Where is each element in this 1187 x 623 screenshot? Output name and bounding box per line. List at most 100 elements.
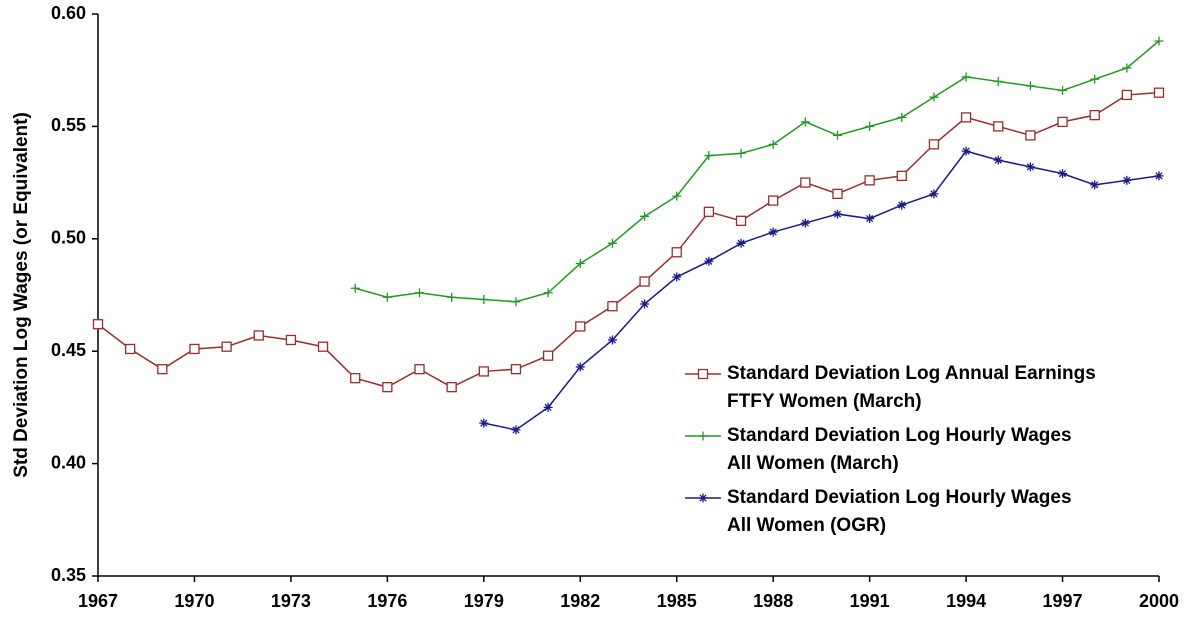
marker [800,177,811,188]
y-tick-label: 0.45 [51,340,86,360]
marker [607,238,617,248]
y-tick-label: 0.60 [51,3,86,23]
marker [189,343,200,355]
marker [1057,116,1068,128]
marker [698,431,708,441]
marker [897,112,907,122]
marker [993,76,1003,86]
marker [607,335,617,345]
x-tick-label: 1991 [850,591,890,611]
marker [125,343,136,355]
marker [447,292,457,302]
marker [1058,85,1068,95]
marker [961,146,971,156]
marker [703,206,715,217]
x-tick-label: 1982 [560,591,600,611]
marker [446,382,457,393]
marker [1025,130,1036,141]
marker [543,402,553,412]
legend: Standard Deviation Log Annual Earnings FT… [685,363,1096,536]
y-tick-label: 0.40 [51,452,86,472]
marker [639,276,650,287]
marker [960,112,972,123]
marker [800,218,810,228]
legend-label: Standard Deviation Log Hourly Wages All W… [727,425,1072,474]
marker [672,272,682,282]
marker [768,227,778,237]
marker [864,175,875,186]
marker [1122,175,1132,185]
marker [800,117,810,127]
marker [993,155,1003,165]
marker [865,121,875,131]
marker [832,130,842,140]
marker [672,191,682,201]
x-tick-label: 2000 [1139,591,1179,611]
series-line [97,91,1160,389]
marker [511,425,521,435]
legend-label: Standard Deviation Log Hourly Wages All W… [727,487,1072,536]
marker [1090,180,1100,190]
marker [832,188,843,199]
marker [993,121,1004,132]
marker [865,214,875,224]
x-tick-label: 1970 [174,591,214,611]
marker [575,259,585,269]
x-tick-label: 1997 [1043,591,1083,611]
marker [897,200,907,210]
marker [768,139,778,149]
marker [542,350,554,361]
marker [1058,169,1068,179]
marker [929,189,939,199]
marker [510,364,522,375]
marker [479,294,489,304]
marker [671,247,682,258]
marker [697,368,709,380]
marker [382,292,392,302]
marker [607,301,618,312]
marker [928,139,940,150]
marker [1090,74,1100,84]
marker [704,151,714,161]
marker [896,170,907,182]
marker [511,297,521,307]
marker [478,366,489,377]
marker [640,299,650,309]
marker [704,256,714,266]
marker [961,72,971,82]
x-tick-label: 1979 [464,591,504,611]
marker [414,364,425,375]
x-tick-label: 1967 [78,591,118,611]
x-tick-label: 1994 [946,591,986,611]
marker [543,288,553,298]
marker [1154,171,1164,181]
marker [1089,110,1100,121]
marker [157,364,168,375]
marker [832,209,842,219]
marker [285,334,297,346]
y-tick-label: 0.50 [51,228,86,248]
marker [479,418,489,428]
marker [317,341,329,352]
marker [1025,81,1035,91]
marker [92,319,104,330]
marker [735,215,747,226]
marker [698,493,708,503]
y-tick-label: 0.55 [51,115,86,135]
marker [1121,89,1132,101]
marker [415,288,425,298]
y-axis-label: Std Deviation Log Wages (or Equivalent) [11,112,32,478]
marker [736,148,746,158]
y-tick-label: 0.35 [51,565,86,585]
marker [736,238,746,248]
marker [768,195,779,206]
marker [1122,63,1132,73]
series-line [483,150,1160,431]
marker [575,362,585,372]
x-tick-label: 1988 [753,591,793,611]
marker [1025,162,1035,172]
marker [929,92,939,102]
marker [350,283,360,293]
marker [382,382,393,393]
